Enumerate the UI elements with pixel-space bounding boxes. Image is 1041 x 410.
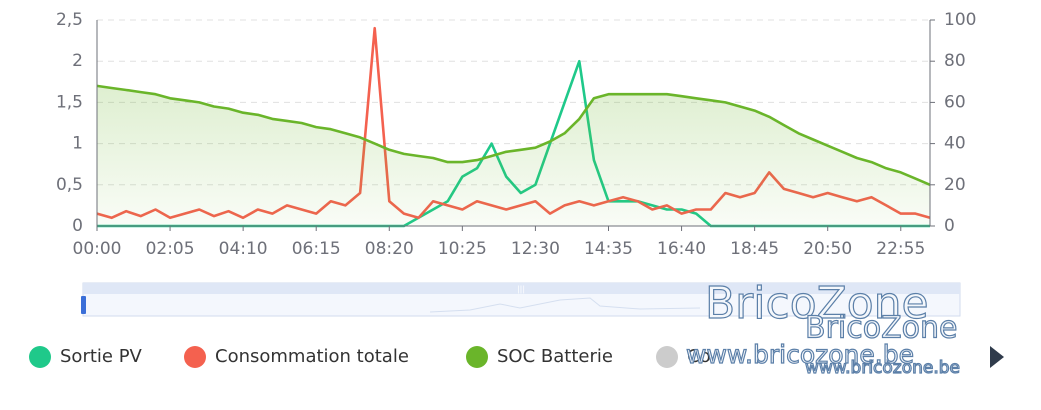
x-tick-label: 08:20 <box>365 239 414 259</box>
x-tick-label: 00:00 <box>73 239 122 259</box>
x-tick-label: 10:25 <box>438 239 487 259</box>
y2-tick-label: 20 <box>944 175 966 195</box>
x-tick-label: 18:45 <box>730 239 779 259</box>
line <box>96 84 931 186</box>
y2-tick-label: 40 <box>944 134 966 154</box>
y2-tick-label: 0 <box>944 216 955 236</box>
watermark-text: www.bricozone.be <box>686 340 914 369</box>
legend: Sortie PV Consommation totale SOC Batterie… <box>29 346 711 368</box>
y2-tick-label: 80 <box>944 51 966 71</box>
legend-marker[interactable] <box>29 346 51 368</box>
plot-area <box>96 26 931 228</box>
legend-label[interactable]: Sortie PV <box>60 346 143 367</box>
zoom-handle[interactable] <box>81 296 86 314</box>
legend-next[interactable] <box>990 346 1004 368</box>
y-tick-label: 1 <box>72 134 83 154</box>
axes: 0 0,5 1 1,5 2 2,5 0 20 40 60 80 100 00:00 02:05 04:10 0… <box>56 10 977 259</box>
y2-tick-label: 100 <box>944 10 976 30</box>
watermark-text: BricoZone <box>805 311 957 346</box>
zoom-preview <box>429 297 701 313</box>
legend-marker[interactable] <box>466 346 488 368</box>
y-tick-label: 0 <box>72 216 83 236</box>
zoom-grip[interactable]: ||| <box>517 285 525 294</box>
watermark: BricoZone BricoZone www.bricozone.be www… <box>685 277 960 378</box>
y-tick-label: 2,5 <box>56 10 83 30</box>
watermark-text: BricoZone <box>705 278 929 329</box>
data-zoom[interactable]: ||| <box>81 282 961 317</box>
legend-marker[interactable] <box>184 346 206 368</box>
x-tick-label: 14:35 <box>584 239 633 259</box>
y2-tick-label: 60 <box>944 92 966 112</box>
legend-label[interactable]: SOC Batterie <box>497 346 613 367</box>
legend-marker[interactable] <box>656 346 678 368</box>
x-tick-label: 12:30 <box>511 239 560 259</box>
legend-label[interactable]: Consommation totale <box>215 346 409 367</box>
x-tick-label: 20:50 <box>803 239 852 259</box>
x-tick-label: 16:40 <box>657 239 706 259</box>
zoom-bar[interactable] <box>83 283 960 294</box>
watermark-text: www.bricozone.be <box>805 358 960 378</box>
area <box>97 85 930 227</box>
x-tick-label: 02:05 <box>146 239 195 259</box>
y-tick-label: 1,5 <box>56 92 83 112</box>
x-tick-label: 04:10 <box>219 239 268 259</box>
x-tick-label: 22:55 <box>876 239 925 259</box>
legend-label[interactable]: Co <box>687 346 711 367</box>
y-tick-label: 0,5 <box>56 175 83 195</box>
x-tick-label: 06:15 <box>292 239 341 259</box>
y-tick-label: 2 <box>72 51 83 71</box>
